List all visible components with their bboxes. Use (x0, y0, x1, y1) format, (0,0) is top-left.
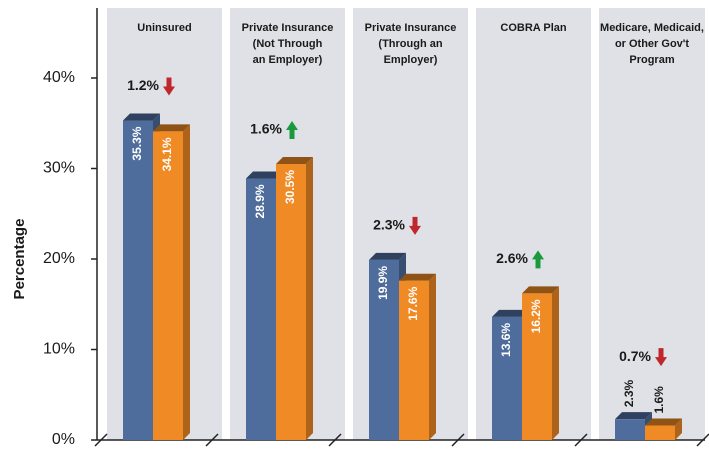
bar (492, 316, 522, 440)
bar-top (153, 124, 190, 132)
change-arrow (532, 250, 544, 269)
category-label: Program (629, 54, 674, 66)
y-tick-label: 30% (43, 160, 75, 177)
bar (645, 425, 675, 440)
data-label: 13.6% (499, 323, 513, 357)
bar-side (675, 418, 682, 440)
change-label: 2.6% (496, 250, 528, 266)
panel-background (599, 8, 705, 440)
bar-side (306, 156, 313, 440)
y-tick-label: 40% (43, 69, 75, 86)
bar-top (492, 309, 529, 317)
data-label: 16.2% (529, 299, 543, 333)
bar (615, 419, 645, 440)
data-label: 28.9% (253, 184, 267, 218)
y-tick-label: 0% (52, 431, 75, 448)
bar-top (276, 156, 313, 164)
bar-top (615, 412, 652, 420)
category-label: Private Insurance (242, 22, 334, 34)
category-label: Private Insurance (365, 22, 457, 34)
category-label: or Other Gov't (615, 38, 689, 50)
axis-break (94, 433, 108, 447)
axis-break (205, 433, 219, 447)
bar (123, 120, 153, 440)
change-label: 0.7% (619, 348, 651, 364)
bar-top (123, 113, 160, 121)
change-label: 1.2% (127, 77, 159, 93)
bar (369, 259, 399, 440)
axis-break (696, 433, 709, 447)
bar-top (645, 418, 682, 426)
y-tick-label: 10% (43, 341, 75, 358)
axis-break (574, 433, 588, 447)
category-label: Uninsured (137, 22, 191, 34)
data-label: 19.9% (376, 266, 390, 300)
bar-top (522, 286, 559, 294)
category-label: Medicare, Medicaid, (600, 22, 704, 34)
change-label: 2.3% (373, 217, 405, 233)
bar (522, 293, 552, 440)
change-arrow (409, 216, 421, 235)
bar (276, 163, 306, 440)
y-axis-label: Percentage (11, 219, 28, 300)
data-label: 34.1% (160, 137, 174, 171)
data-label: 30.5% (283, 170, 297, 204)
change-label: 1.6% (250, 121, 282, 137)
bar (246, 178, 276, 440)
bar-top (399, 273, 436, 281)
change-arrow (163, 77, 175, 96)
bar-top (246, 171, 283, 179)
change-arrow (655, 348, 667, 367)
y-tick-label: 20% (43, 250, 75, 267)
bar-side (183, 124, 190, 441)
category-label: COBRA Plan (500, 22, 566, 34)
category-label: Employer) (384, 54, 438, 66)
bar (399, 280, 429, 440)
axis-break (328, 433, 342, 447)
category-label: (Through an (378, 38, 442, 50)
bar-top (369, 252, 406, 260)
category-label: an Employer) (253, 54, 323, 66)
bar-side (429, 273, 436, 440)
bar-side (552, 286, 559, 440)
data-label: 35.3% (130, 126, 144, 160)
bar (153, 131, 183, 440)
axis-break (451, 433, 465, 447)
category-label: (Not Through (253, 38, 323, 50)
data-label: 2.3% (622, 380, 636, 408)
data-label: 1.6% (652, 386, 666, 414)
data-label: 17.6% (406, 286, 420, 320)
change-arrow (286, 120, 298, 139)
